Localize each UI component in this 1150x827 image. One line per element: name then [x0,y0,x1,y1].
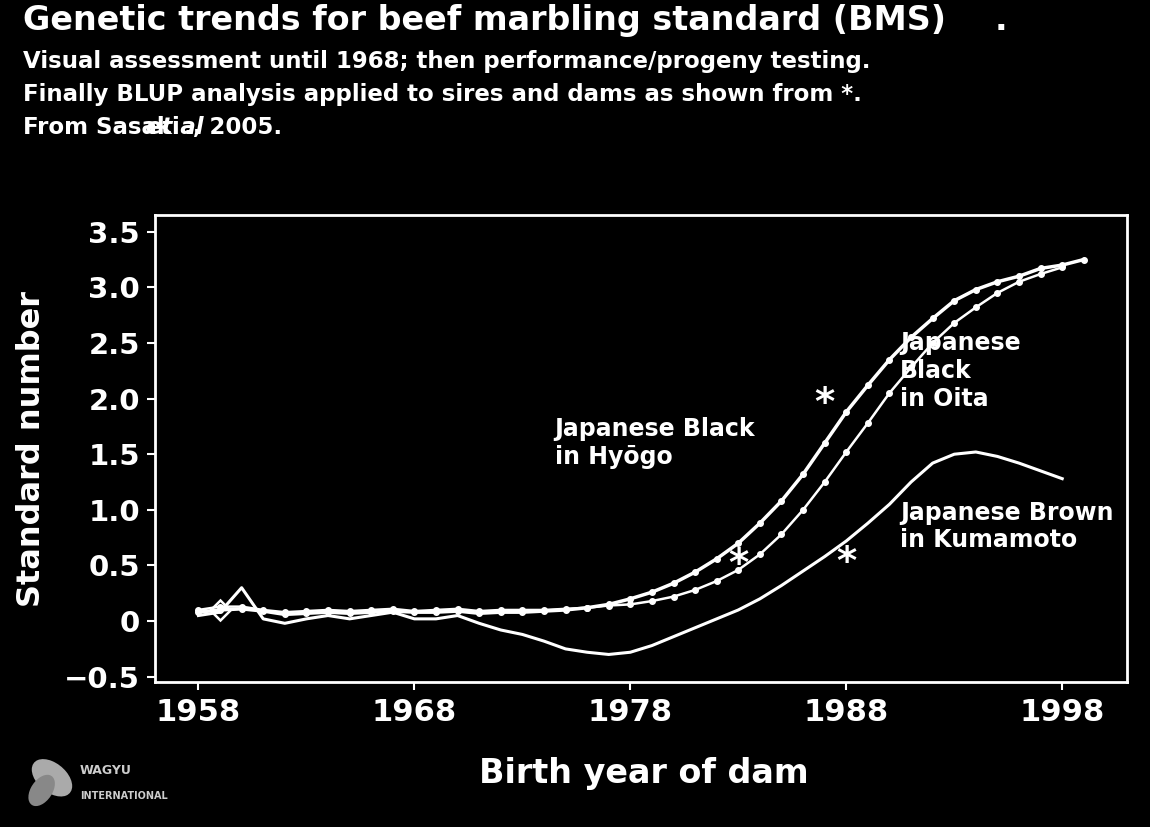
Text: Finally BLUP analysis applied to sires and dams as shown from *.: Finally BLUP analysis applied to sires a… [23,83,861,106]
Text: INTERNATIONAL: INTERNATIONAL [81,791,168,801]
Text: WAGYU: WAGYU [81,764,132,777]
Text: Visual assessment until 1968; then performance/progeny testing.: Visual assessment until 1968; then perfo… [23,50,871,73]
Text: et al: et al [146,116,204,139]
Y-axis label: Standard number: Standard number [16,290,47,607]
Text: From Sasaki: From Sasaki [23,116,187,139]
Text: Japanese Black
in Hyōgo: Japanese Black in Hyōgo [554,417,756,469]
Ellipse shape [32,759,72,796]
Text: *: * [836,544,857,582]
Text: Japanese Brown
in Kumamoto: Japanese Brown in Kumamoto [900,500,1113,552]
Text: .: . [995,4,1007,37]
Text: Japanese
Black
in Oita: Japanese Black in Oita [900,331,1021,410]
Text: *: * [728,547,749,585]
Text: ., 2005.: ., 2005. [184,116,282,139]
Text: Genetic trends for beef marbling standard (BMS): Genetic trends for beef marbling standar… [23,4,946,37]
Text: Birth year of dam: Birth year of dam [480,757,808,790]
Text: *: * [814,385,835,423]
Ellipse shape [29,775,55,806]
